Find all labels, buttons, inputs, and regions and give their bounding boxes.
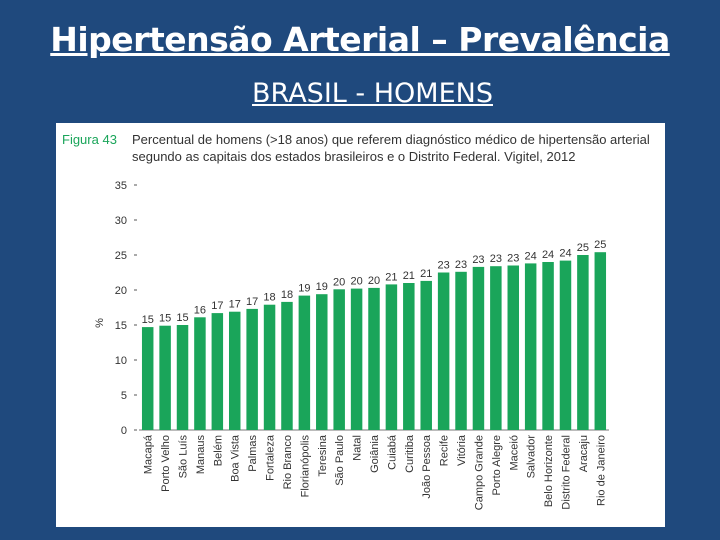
category-label: Palmas xyxy=(247,435,259,472)
data-label: 20 xyxy=(333,276,345,288)
data-label: 24 xyxy=(542,249,554,261)
category-label: Maceió xyxy=(508,435,520,470)
chart-panel: Figura 43 Percentual de homens (>18 anos… xyxy=(56,123,665,527)
bar xyxy=(559,260,572,430)
figure-caption-text: Percentual de homens (>18 anos) que refe… xyxy=(132,132,650,164)
bar xyxy=(577,255,589,430)
category-label: Manaus xyxy=(195,435,207,475)
category-label: Teresina xyxy=(317,434,329,476)
category-label: Rio Branco xyxy=(282,435,294,489)
y-tick-label: 0 xyxy=(121,425,127,437)
bar xyxy=(350,288,363,430)
bar xyxy=(298,295,311,430)
data-label: 21 xyxy=(403,270,415,282)
bar xyxy=(437,272,450,430)
data-label: 23 xyxy=(507,253,519,265)
category-label: São Luís xyxy=(178,435,190,479)
category-label: Goiânia xyxy=(369,434,381,473)
bar xyxy=(141,327,154,430)
category-label: Salvador xyxy=(526,435,538,479)
data-label: 18 xyxy=(263,292,275,304)
slide-title: Hipertensão Arterial – Prevalência xyxy=(50,20,670,59)
category-label: Macapá xyxy=(143,434,155,474)
y-tick-label: 5 xyxy=(121,390,127,402)
slide-subtitle: BRASIL - HOMENS xyxy=(252,78,493,109)
data-label: 24 xyxy=(525,250,537,262)
data-label: 16 xyxy=(194,304,206,316)
figure-label: Figura 43 xyxy=(62,132,117,147)
category-label: Rio de Janeiro xyxy=(595,435,607,506)
category-label: Vitória xyxy=(456,434,468,466)
bar xyxy=(281,301,293,430)
bar xyxy=(333,289,345,430)
bar xyxy=(316,294,328,430)
y-tick-label: 15 xyxy=(115,320,127,332)
bar xyxy=(403,283,415,430)
bar xyxy=(420,280,432,430)
bar xyxy=(176,325,189,430)
category-label: Curitiba xyxy=(404,434,416,473)
bar xyxy=(507,265,520,430)
data-label: 19 xyxy=(316,281,328,293)
bar xyxy=(455,271,467,430)
bar xyxy=(211,313,224,430)
category-label: Natal xyxy=(352,435,364,461)
bar xyxy=(594,252,607,430)
category-label: Belo Horizonte xyxy=(543,435,555,507)
y-tick-label: 25 xyxy=(115,250,127,262)
data-label: 23 xyxy=(490,253,502,265)
bar xyxy=(159,325,171,430)
data-label: 17 xyxy=(229,299,241,311)
data-label: 25 xyxy=(577,242,589,254)
data-label: 25 xyxy=(594,239,606,251)
bar xyxy=(246,308,258,430)
data-label: 23 xyxy=(455,259,467,271)
data-label: 23 xyxy=(472,254,484,266)
category-label: Belém xyxy=(212,435,224,466)
category-label: João Pessoa xyxy=(421,434,433,498)
bar xyxy=(385,284,398,430)
category-label: Cuiabá xyxy=(386,434,398,470)
category-label: Porto Alegre xyxy=(491,435,503,496)
data-label: 23 xyxy=(438,260,450,272)
data-label: 17 xyxy=(211,300,223,312)
category-label: Aracaju xyxy=(578,435,590,472)
y-tick-label: 20 xyxy=(115,285,127,297)
data-label: 24 xyxy=(559,248,571,260)
data-label: 15 xyxy=(142,314,154,326)
data-label: 15 xyxy=(159,313,171,325)
y-tick-label: 30 xyxy=(115,215,127,227)
bar xyxy=(542,262,554,430)
category-label: Fortaleza xyxy=(265,434,277,481)
data-label: 15 xyxy=(176,312,188,324)
bar xyxy=(368,287,380,430)
data-label: 20 xyxy=(368,275,380,287)
bar xyxy=(228,311,241,430)
bar xyxy=(263,304,276,430)
data-label: 21 xyxy=(385,271,397,283)
category-label: Porto Velho xyxy=(160,435,172,492)
category-label: Boa Vista xyxy=(230,434,242,482)
y-axis-label: % xyxy=(94,318,106,328)
category-label: Florianópolis xyxy=(299,435,311,498)
y-tick-label: 35 xyxy=(115,180,127,192)
data-label: 18 xyxy=(281,289,293,301)
bar xyxy=(194,317,206,430)
data-label: 21 xyxy=(420,268,432,280)
bar xyxy=(524,263,537,430)
data-label: 20 xyxy=(350,276,362,288)
data-label: 19 xyxy=(298,283,310,295)
category-label: Campo Grande xyxy=(473,435,485,510)
category-label: Distrito Federal xyxy=(560,435,572,510)
y-tick-label: 10 xyxy=(115,355,127,367)
data-label: 17 xyxy=(246,296,258,308)
bar xyxy=(490,266,502,430)
category-label: Recife xyxy=(439,435,451,466)
category-label: São Paulo xyxy=(334,435,346,486)
bar-chart: 0 5 10 15 20 25 30 35% 15 Macapá 15 Porto Velho 15 Sã… xyxy=(94,180,609,510)
bar xyxy=(472,266,485,430)
